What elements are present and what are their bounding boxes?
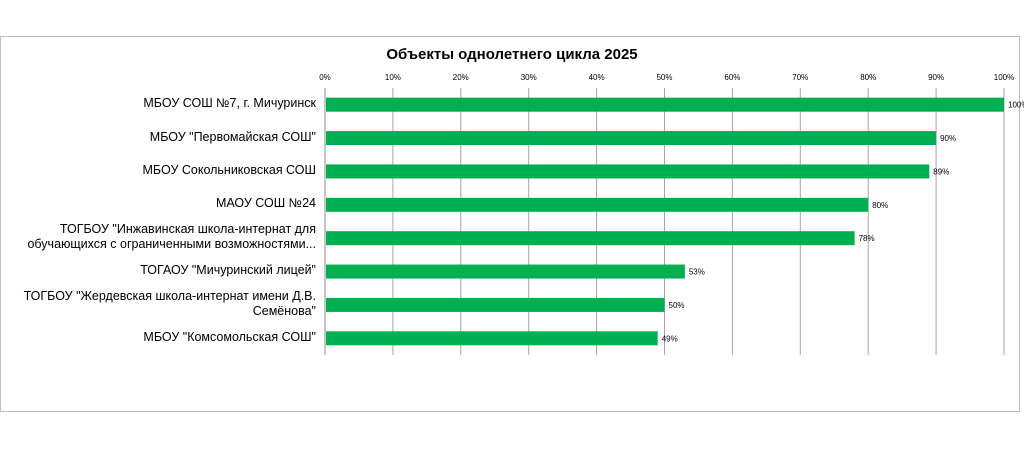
- chart-title: Объекты однолетнего цикла 2025: [0, 46, 1024, 63]
- x-axis-ticks: 0% 10% 20% 30% 40% 50% 60% 70% 80% 90% 100%: [319, 73, 1014, 82]
- data-label: 90%: [940, 134, 956, 143]
- x-tick-label: 40%: [589, 73, 605, 82]
- bar: [326, 131, 937, 146]
- category-label: МБОУ Сокольниковская СОШ: [142, 162, 316, 177]
- x-tick-label: 20%: [453, 73, 469, 82]
- chart-title-text: Объекты однолетнего цикла 2025: [386, 46, 638, 63]
- x-tick-label: 30%: [521, 73, 537, 82]
- bar: [326, 331, 658, 346]
- category-label: МБОУ "Первомайская СОШ": [149, 129, 316, 144]
- data-label: 100%: [1008, 101, 1024, 110]
- category-label: ТОГБОУ "Инжавинская школа-интернат для о…: [27, 222, 316, 252]
- category-label: ТОГАОУ "Мичуринский лицей": [140, 263, 316, 278]
- bar: [326, 297, 665, 312]
- data-label: 50%: [669, 301, 685, 310]
- data-label: 53%: [689, 268, 705, 277]
- gridlines: [324, 88, 1005, 355]
- x-tick-label: 10%: [385, 73, 401, 82]
- x-tick-label: 100%: [994, 73, 1014, 82]
- data-label: 89%: [933, 167, 949, 176]
- data-label: 80%: [872, 201, 888, 210]
- bars: [326, 97, 1004, 346]
- x-tick-label: 90%: [928, 73, 944, 82]
- bar: [326, 231, 855, 246]
- x-tick-label: 80%: [860, 73, 876, 82]
- category-label: МБОУ "Комсомольская СОШ": [143, 329, 316, 344]
- category-label: МБОУ СОШ №7, г. Мичуринск: [143, 96, 316, 111]
- x-tick-label: 70%: [792, 73, 808, 82]
- category-label: МАОУ СОШ №24: [215, 196, 316, 211]
- x-tick-label: 50%: [656, 73, 672, 82]
- data-label: 49%: [662, 334, 678, 343]
- bar: [326, 197, 869, 212]
- category-label: ТОГБОУ "Жердевская школа-интернат имени …: [23, 288, 316, 318]
- data-label: 78%: [859, 234, 875, 243]
- bar: [326, 264, 685, 279]
- bar: [326, 164, 930, 179]
- data-labels: 100% 90% 89% 80% 78% 53% 50% 49%: [662, 101, 1024, 344]
- x-tick-label: 0%: [319, 73, 331, 82]
- bar: [326, 97, 1004, 112]
- x-tick-label: 60%: [724, 73, 740, 82]
